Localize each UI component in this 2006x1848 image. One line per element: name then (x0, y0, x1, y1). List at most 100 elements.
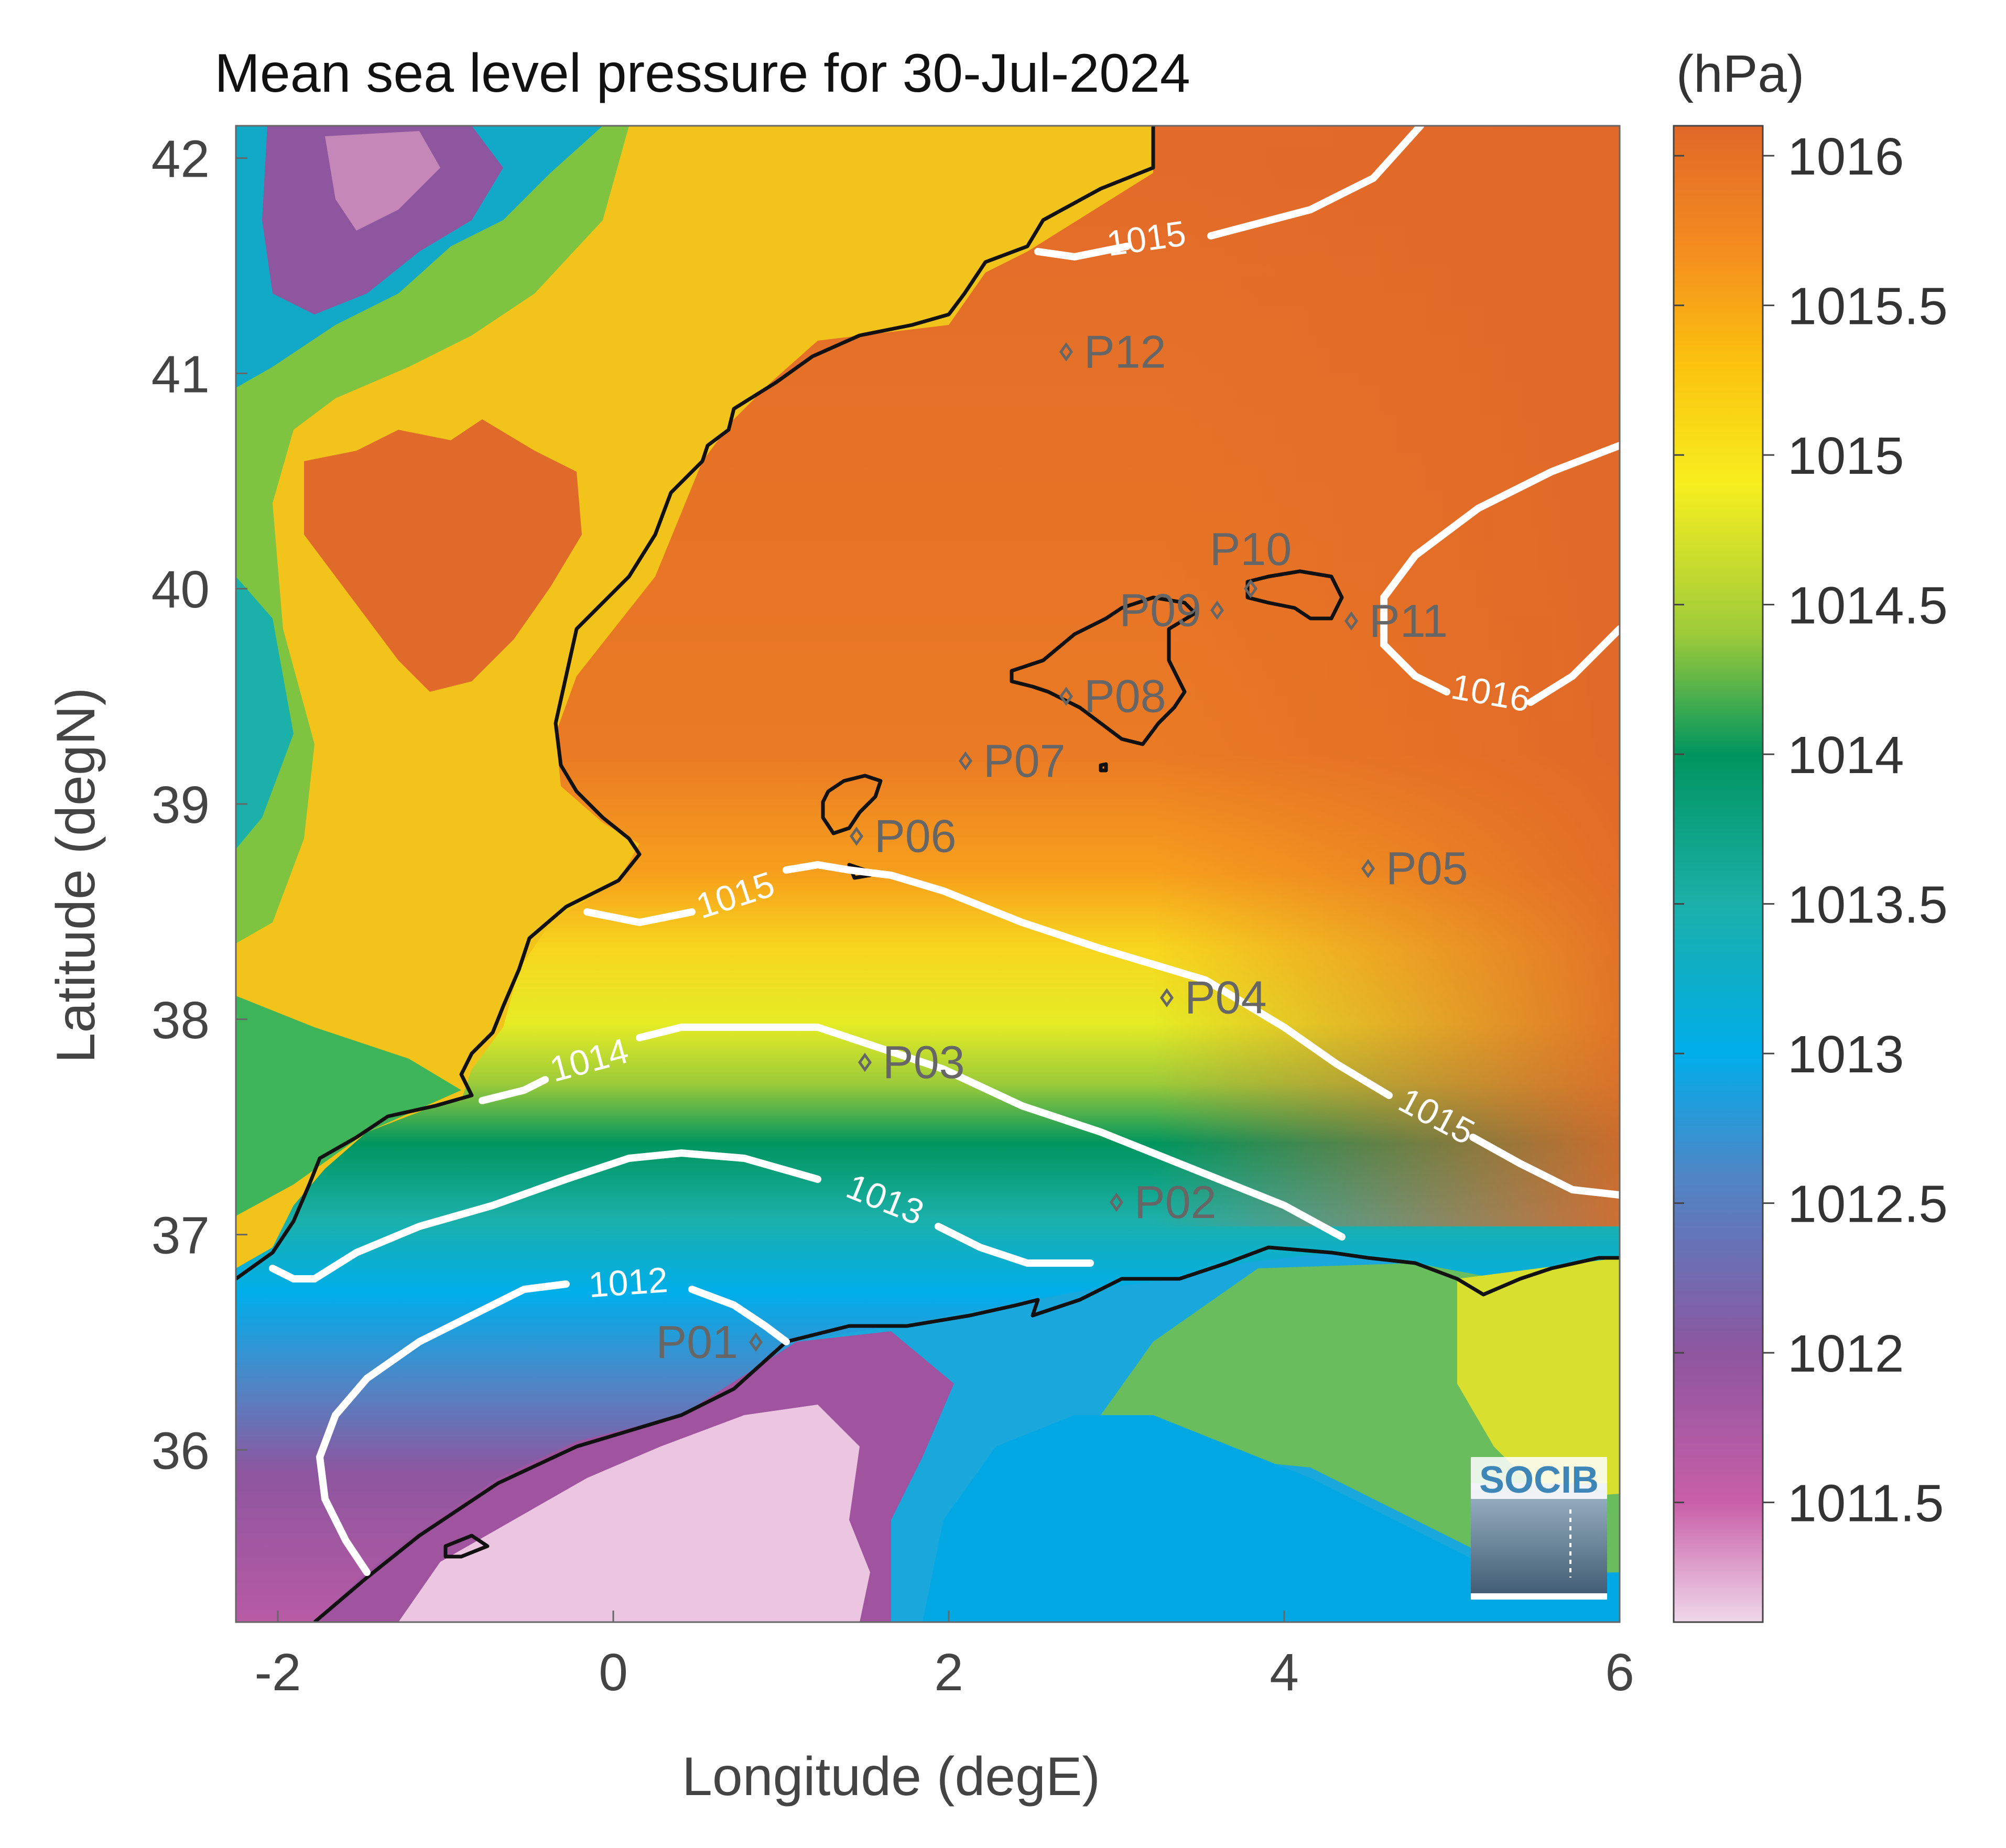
station-marker (1109, 1192, 1124, 1212)
y-tick-label: 39 (151, 776, 210, 834)
socib-logo: SOCIB (1471, 1457, 1607, 1600)
station-point-p09: P09 (1119, 584, 1224, 636)
station-label: P11 (1369, 595, 1448, 647)
station-marker (1344, 611, 1359, 631)
iberia-land-teal (236, 577, 294, 849)
x-tick-label: 6 (1605, 1643, 1634, 1702)
station-marker (849, 827, 864, 846)
isobar-contours (269, 126, 1620, 1576)
station-label: P12 (1084, 325, 1166, 377)
x-tick-label: 2 (934, 1643, 963, 1702)
colorbar-ticks: 1016 1015.5 1015 1014.5 1014 1013.5 1013 1012.5… (1674, 127, 1948, 1533)
y-tick-label: 38 (151, 991, 210, 1050)
colorbar-tick-label: 1013.5 (1787, 876, 1948, 934)
y-axis-ticks: 42 41 40 39 38 37 36 (151, 130, 247, 1480)
station-marker (858, 1052, 872, 1072)
africa-land-east-blue (923, 1415, 1620, 1622)
africa-coastline (313, 1245, 1620, 1622)
station-point-p10: P10 (1210, 523, 1292, 599)
station-label: P05 (1386, 842, 1468, 894)
cabrera-coastline (1099, 762, 1108, 773)
colorbar-tick-label: 1011.5 (1787, 1474, 1944, 1533)
station-label: P09 (1119, 584, 1201, 636)
station-label: P03 (883, 1036, 965, 1088)
station-point-p05: P05 (1361, 842, 1468, 894)
y-tick-label: 40 (151, 560, 210, 619)
plot-frame (235, 125, 1621, 1623)
iberia-land-green (236, 996, 461, 1216)
station-label: P04 (1185, 972, 1267, 1024)
y-tick-label: 36 (151, 1421, 210, 1480)
station-label: P01 (656, 1316, 738, 1368)
colorbar-tick-label: 1016 (1787, 127, 1904, 186)
isobar-1012 (316, 1280, 790, 1576)
colorbar-tick-label: 1014 (1787, 726, 1904, 785)
station-point-p11: P11 (1344, 595, 1448, 647)
station-point-p08: P08 (1059, 670, 1166, 722)
y-axis-label: Latitude (degN) (46, 688, 106, 1063)
coastlines (236, 126, 1620, 1622)
colorbar-gradient (1674, 126, 1763, 1622)
station-marker (1159, 988, 1174, 1008)
station-point-p04: P04 (1159, 972, 1267, 1024)
station-point-p02: P02 (1109, 1176, 1217, 1228)
mallorca-coastline (1010, 595, 1197, 746)
y-tick-label: 41 (151, 345, 210, 404)
isobar-1016-east (1380, 442, 1620, 706)
iberia-coastline (236, 126, 1155, 1280)
menorca-coastline (1245, 569, 1344, 621)
x-axis-ticks: -2 0 2 4 6 (255, 1611, 1634, 1702)
iberia-land-purple (262, 126, 503, 314)
iberia-inland-high (304, 419, 582, 692)
isobar-1013 (269, 1149, 1094, 1282)
x-axis-label: Longitude (degE) (682, 1746, 1100, 1807)
station-label: P08 (1084, 670, 1166, 722)
station-label: P02 (1134, 1176, 1217, 1228)
station-point-p12: P12 (1059, 325, 1166, 377)
isobar-1015-middle (583, 861, 1620, 1199)
x-tick-label: 4 (1270, 1643, 1299, 1702)
x-tick-label: 0 (599, 1643, 628, 1702)
colorbar-tick-label: 1014.5 (1787, 577, 1948, 635)
colorbar-tick-label: 1015 (1787, 427, 1904, 485)
station-label: P07 (983, 735, 1066, 787)
iberia-land-west (236, 126, 629, 943)
colorbar-tick-label: 1012.5 (1787, 1175, 1948, 1234)
africa-land-east-yellow (1457, 1258, 1620, 1499)
map-title: Mean sea level pressure for 30-Jul-2024 (214, 43, 1190, 104)
station-point-p01: P01 (656, 1316, 763, 1368)
colorbar-tick-label: 1013 (1787, 1025, 1904, 1084)
station-marker (1210, 600, 1224, 620)
station-label: P06 (874, 810, 957, 862)
colorbar-units: (hPa) (1676, 45, 1805, 103)
station-marker (749, 1332, 763, 1352)
ibiza-coastline (821, 774, 883, 835)
station-point-p06: P06 (849, 810, 957, 862)
colorbar-tick-label: 1015.5 (1787, 277, 1948, 336)
contour-label-1012: 1012 (587, 1260, 669, 1305)
isobar-1015-north (1034, 126, 1424, 261)
y-tick-label: 42 (151, 130, 210, 189)
x-tick-label: -2 (255, 1643, 301, 1702)
iberia-land-purple-light (325, 131, 440, 231)
station-point-p03: P03 (858, 1036, 965, 1088)
colorbar-frame (1673, 125, 1764, 1623)
isobar-1014 (479, 1024, 1346, 1241)
sea-high-pressure-region (1153, 126, 1620, 1226)
socib-logo-text: SOCIB (1479, 1459, 1599, 1501)
plot-area: SOCIB (236, 126, 1620, 1622)
y-tick-label: 37 (151, 1206, 210, 1265)
alboran-coastline (443, 1534, 490, 1559)
station-label: P10 (1210, 523, 1292, 575)
station-marker (1243, 579, 1258, 599)
colorbar: 1016 1015.5 1015 1014.5 1014 1013.5 1013 1012.5… (1673, 45, 1948, 1623)
station-marker (1361, 858, 1375, 878)
station-point-p07: P07 (958, 735, 1066, 787)
station-marker (958, 751, 973, 771)
colorbar-tick-label: 1012 (1787, 1324, 1904, 1383)
station-marker (1059, 342, 1074, 362)
station-marker (1059, 687, 1074, 706)
